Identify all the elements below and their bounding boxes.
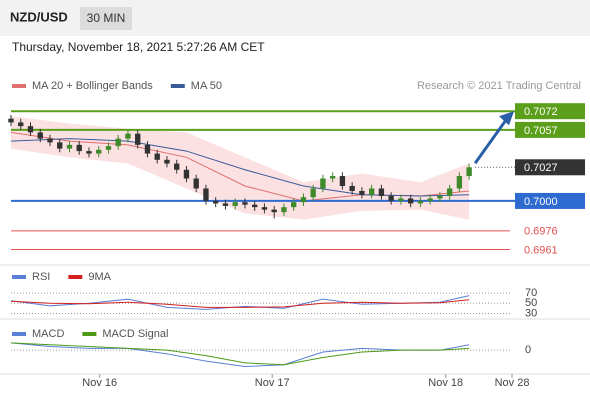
last-price-label: 0.7027 bbox=[524, 162, 558, 174]
symbol: NZD/USD bbox=[10, 9, 68, 24]
y-tick-label: 70 bbox=[525, 287, 537, 299]
x-tick-label: Nov 17 bbox=[255, 377, 290, 389]
forecast-arrow-head bbox=[499, 111, 514, 126]
legend-label: MACD bbox=[32, 328, 64, 340]
legend-label: 9MA bbox=[88, 271, 111, 283]
candle-body bbox=[193, 178, 199, 189]
level-label-box bbox=[515, 192, 585, 209]
candle-body bbox=[18, 122, 24, 127]
candle-body bbox=[213, 200, 219, 204]
legend-label: MACD Signal bbox=[102, 328, 168, 340]
candle-body bbox=[310, 188, 316, 198]
interval-button[interactable] bbox=[80, 7, 132, 30]
forecast-arrow bbox=[473, 116, 510, 165]
candle-body bbox=[115, 138, 121, 147]
candle-body bbox=[446, 188, 453, 196]
legend-label: RSI bbox=[32, 271, 50, 283]
candle-body bbox=[154, 153, 160, 160]
candle-body bbox=[8, 118, 14, 123]
candle-body bbox=[378, 188, 385, 196]
candle-body bbox=[271, 209, 277, 213]
x-tick-label: Nov 16 bbox=[82, 377, 117, 389]
candle-body bbox=[456, 176, 463, 189]
level-label-box bbox=[515, 103, 585, 120]
candle-body bbox=[66, 144, 73, 149]
candle-body bbox=[388, 195, 394, 201]
candle-body bbox=[417, 200, 424, 204]
indicator-line bbox=[10, 299, 470, 308]
candle-body bbox=[300, 197, 307, 203]
candle-body bbox=[466, 167, 472, 177]
indicator-line bbox=[10, 342, 470, 366]
candle-body bbox=[437, 195, 443, 199]
interval-label[interactable]: 30 MIN bbox=[87, 11, 126, 25]
legend-swatch bbox=[12, 332, 26, 336]
candle-body bbox=[47, 138, 53, 143]
x-tick-label: Nov 18 bbox=[428, 377, 463, 389]
candle-body bbox=[164, 159, 170, 164]
candle-body bbox=[76, 144, 82, 152]
level-label-box bbox=[515, 121, 585, 138]
candle-body bbox=[339, 176, 346, 186]
legend-swatch bbox=[68, 275, 83, 279]
candle-body bbox=[203, 188, 209, 201]
candle-body bbox=[222, 203, 229, 206]
candle-body bbox=[27, 126, 34, 133]
candle-body bbox=[96, 149, 102, 154]
candle-body bbox=[183, 169, 190, 179]
y-tick-label: 30 bbox=[525, 307, 537, 319]
candle-body bbox=[349, 185, 355, 191]
candle-body bbox=[174, 163, 180, 170]
candle-body bbox=[242, 202, 248, 205]
legend-label: MA 20 + Bollinger Bands bbox=[32, 80, 153, 92]
candle-body bbox=[407, 198, 414, 204]
x-tick-label: Nov 28 bbox=[495, 377, 530, 389]
candle-body bbox=[290, 202, 297, 208]
candle-body bbox=[252, 204, 258, 208]
candle-body bbox=[144, 144, 151, 154]
legend-swatch bbox=[12, 84, 26, 88]
candle-body bbox=[368, 188, 375, 195]
y-tick-label: 0 bbox=[525, 344, 531, 356]
candle-body bbox=[398, 198, 404, 201]
legend-swatch bbox=[170, 84, 185, 88]
candle-body bbox=[86, 151, 92, 154]
candle-body bbox=[232, 202, 238, 206]
last-price-box bbox=[515, 159, 585, 176]
candle-body bbox=[105, 146, 112, 150]
level-label: 0.6961 bbox=[524, 244, 558, 256]
level-label: 0.6976 bbox=[524, 226, 558, 238]
credit: Research © 2021 Trading Central bbox=[417, 80, 581, 92]
candle-body bbox=[427, 198, 433, 201]
level-label: 0.7000 bbox=[524, 196, 558, 208]
candle-body bbox=[261, 207, 268, 210]
candle-body bbox=[359, 190, 365, 195]
candle-body bbox=[320, 178, 326, 189]
candle-body bbox=[37, 132, 43, 139]
candle-body bbox=[57, 142, 63, 149]
candle-body bbox=[125, 133, 131, 139]
candle-body bbox=[135, 133, 141, 145]
candle-body bbox=[329, 176, 336, 179]
legend-swatch bbox=[12, 275, 26, 279]
datetime: Thursday, November 18, 2021 5:27:26 AM C… bbox=[12, 40, 265, 54]
level-label: 0.7072 bbox=[524, 106, 558, 118]
candle-body bbox=[281, 207, 287, 213]
legend-label: MA 50 bbox=[191, 80, 222, 92]
legend-swatch bbox=[82, 332, 97, 336]
level-label: 0.7057 bbox=[524, 125, 558, 137]
y-tick-label: 50 bbox=[525, 297, 537, 309]
